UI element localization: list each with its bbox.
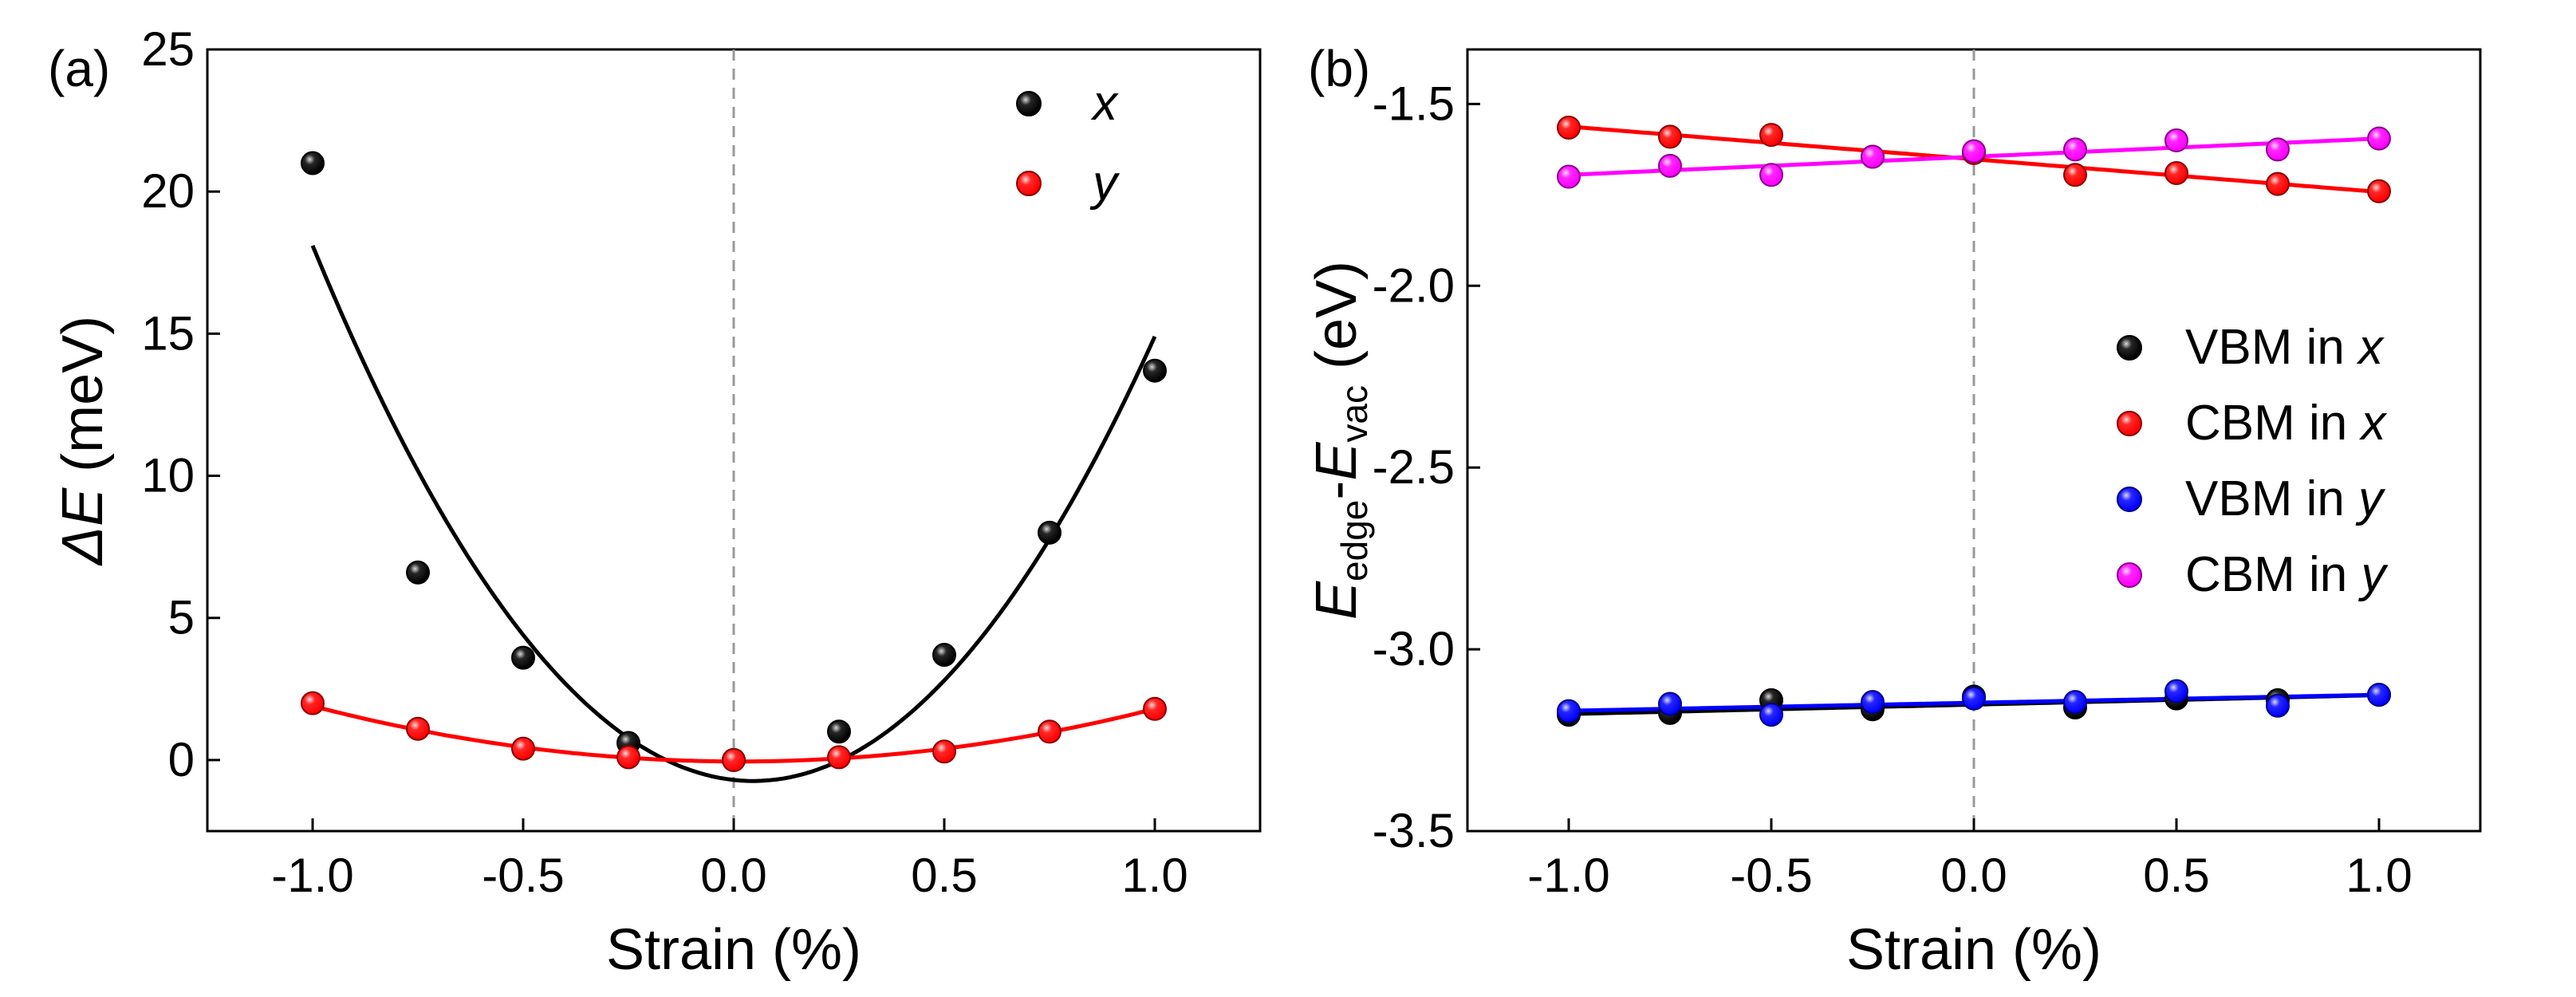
panel-a-data-point-y (1038, 719, 1062, 744)
panel-b-y-tick-label: -2.5 (1373, 440, 1455, 494)
panel-a-y-axis-symbol: ΔE (51, 487, 115, 566)
legend-marker-vbm-in-x (2117, 335, 2142, 361)
panel-a-x-tick-label: 1.0 (1121, 849, 1188, 902)
panel-a-y-tick-label: 5 (168, 591, 195, 644)
panel-b-data-point-vbm-in-y (1861, 690, 1885, 715)
panel-a-chart: (a) -1.0 -0.5 0.0 0.5 1.0 0 5 10 15 20 25 Strain … (48, 22, 1262, 982)
legend-label-cbm-in-x: CBM in x (2185, 396, 2387, 451)
panel-a-y-tick-label: 20 (141, 164, 195, 218)
panel-a-y-tick-label: 15 (141, 306, 195, 360)
legend-label-vbm-in-x: VBM in x (2185, 320, 2385, 375)
panel-b-x-tick-label: 0.0 (1940, 849, 2007, 902)
panel-b-data-point-cbm-in-y (1658, 153, 1682, 178)
panel-a-y-tick-label: 25 (141, 22, 195, 76)
panel-a-x-tick-label: 0.5 (911, 849, 977, 902)
panel-b-data-point-cbm-in-x (2164, 160, 2188, 185)
panel-a-label: (a) (48, 40, 110, 97)
legend-label-y: y (1089, 156, 1121, 211)
panel-b-y-tick-label: -3.0 (1373, 622, 1455, 676)
panel-b-y-tick-label: -3.5 (1373, 804, 1455, 857)
panel-b-data-point-vbm-in-y (1759, 703, 1783, 727)
legend-marker-x (1016, 91, 1042, 116)
panel-b-legend: VBM in x CBM in x VBM in y CBM in y (2117, 320, 2389, 602)
panel-b-data-point-cbm-in-y (2367, 126, 2391, 151)
panel-a-x-tick-label: -0.5 (482, 849, 564, 902)
panel-b-x-tick-label: -0.5 (1730, 849, 1812, 902)
panel-b-data-point-cbm-in-y (2063, 137, 2087, 162)
panel-a-data-point-y (827, 745, 851, 770)
panel-b-data-point-cbm-in-x (1759, 123, 1783, 148)
panel-a-data-point-y (932, 739, 956, 764)
panel-b-label: (b) (1308, 40, 1370, 97)
panel-b-data-point-vbm-in-y (2063, 690, 2087, 715)
panel-a-data-point-y (1143, 696, 1167, 721)
panel-b-data-point-cbm-in-x (1557, 116, 1581, 140)
panel-b-data-point-cbm-in-x (2063, 163, 2087, 187)
panel-a-data-point-y (301, 691, 325, 715)
panel-b-data-point-vbm-in-y (2266, 693, 2290, 718)
legend-marker-vbm-in-y (2117, 487, 2142, 512)
panel-a-data-point-x (932, 643, 956, 668)
panel-b-x-tick-label: -1.0 (1527, 849, 1609, 902)
panel-a-data-point-x (511, 645, 535, 670)
panel-b-data-point-cbm-in-y (1962, 139, 1986, 164)
panel-b-y-tick-label: -1.5 (1373, 77, 1455, 130)
panel-b-x-tick-label: 1.0 (2346, 849, 2412, 902)
legend-label-x: x (1090, 76, 1119, 131)
panel-b-data-point-cbm-in-y (1759, 163, 1783, 187)
panel-b-data-point-cbm-in-y (2164, 128, 2188, 152)
panel-b-data-point-vbm-in-y (1557, 699, 1581, 723)
legend-marker-y (1016, 171, 1042, 196)
panel-a-data-point-y (616, 745, 640, 770)
panel-a-data-point-x (406, 560, 430, 585)
panel-a-data-point-y (722, 747, 746, 772)
panel-a-data-point-x (827, 719, 851, 744)
panel-b-data-point-vbm-in-y (1962, 686, 1986, 711)
panel-b-data-point-vbm-in-y (2164, 679, 2188, 703)
panel-a-y-axis-title: ΔE (meV) (51, 316, 115, 566)
panel-a-y-tick-label: 10 (141, 449, 195, 502)
panel-a-data-point-y (511, 736, 535, 761)
panel-b-data-point-cbm-in-y (1861, 144, 1885, 169)
panel-b-data-point-vbm-in-y (2367, 683, 2391, 707)
legend-marker-cbm-in-y (2117, 562, 2142, 588)
panel-b-y-axis-title: Eedge-Evac (eV) (1305, 261, 1375, 620)
panel-b-y-tick-label: -2.0 (1373, 258, 1455, 312)
panel-a-data-point-x (1143, 358, 1167, 383)
panel-b-x-axis-title: Strain (%) (1846, 918, 2101, 982)
panel-b-data-point-cbm-in-x (1658, 124, 1682, 149)
panel-b-data-point-vbm-in-y (1658, 692, 1682, 716)
panel-a-data-point-x (1038, 520, 1062, 545)
panel-a-y-axis-unit: (meV) (51, 316, 115, 488)
panel-a-data-point-x (301, 151, 325, 175)
panel-b-data-point-cbm-in-x (2266, 171, 2290, 196)
panel-a-fit-line-x (310, 244, 1157, 783)
panel-b-data-point-cbm-in-x (2367, 179, 2391, 203)
panel-b-data-point-cbm-in-y (2266, 137, 2290, 162)
panel-a-data-point-y (406, 716, 430, 741)
panel-a-x-tick-label: 0.0 (700, 849, 766, 902)
panel-b-chart: (b) -1.0 -0.5 0.0 0.5 1.0 -3.5 -3.0 -2.5 -2.0 -1… (1305, 40, 2482, 982)
panel-a-x-axis-title: Strain (%) (606, 918, 861, 982)
legend-label-vbm-in-y: VBM in y (2185, 471, 2386, 526)
panel-a-x-tick-label: -1.0 (271, 849, 353, 902)
legend-label-cbm-in-y: CBM in y (2185, 547, 2389, 602)
panel-a-y-tick-label: 0 (168, 733, 195, 786)
panel-b-x-tick-label: 0.5 (2143, 849, 2209, 902)
panel-b-data-point-cbm-in-y (1557, 164, 1581, 189)
legend-marker-cbm-in-x (2117, 411, 2142, 436)
panel-a-legend: xy (1016, 76, 1121, 211)
